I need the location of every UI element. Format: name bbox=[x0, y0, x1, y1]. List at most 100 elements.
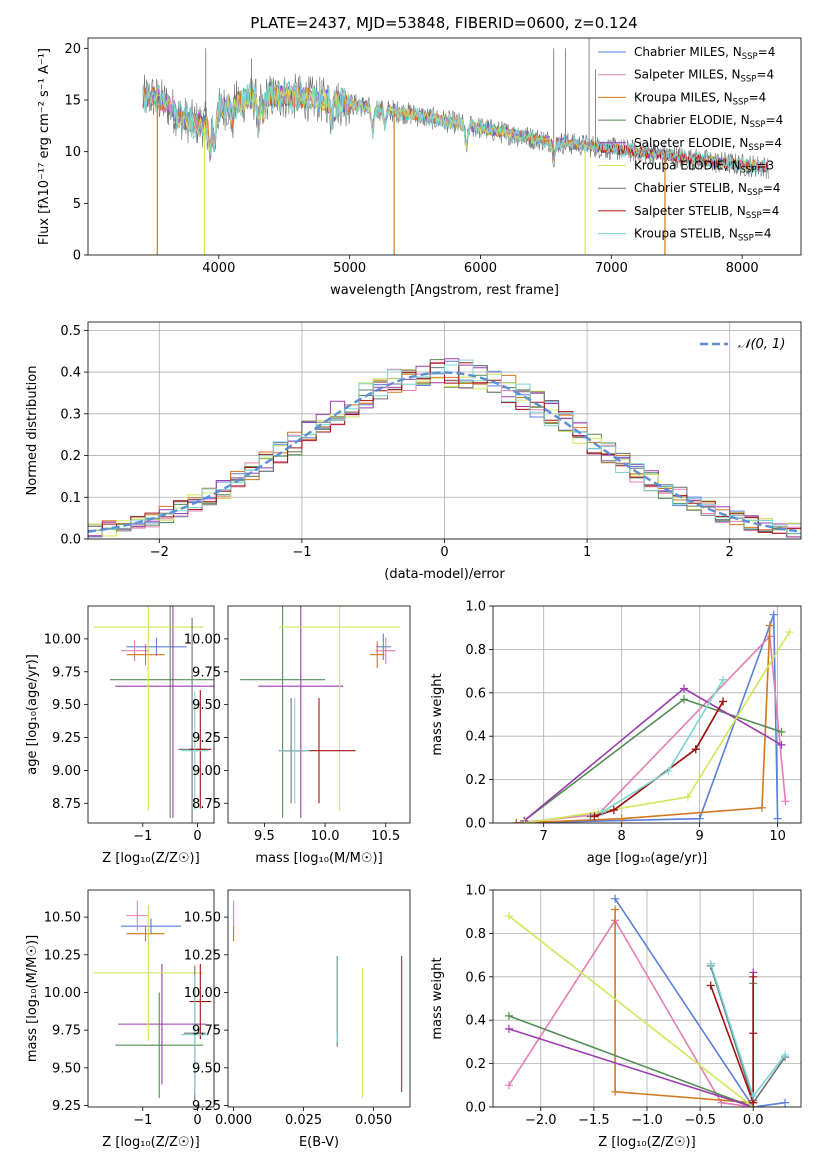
mass_vs_Z-ytick-label: 10.25 bbox=[44, 948, 81, 963]
legend-label-value: =4 bbox=[763, 181, 781, 195]
age_vs_mass-frame bbox=[227, 605, 411, 824]
residuals-xtick-label: 0 bbox=[440, 545, 448, 560]
weight_vs_Z-marker bbox=[611, 894, 620, 903]
weight_vs_age-frame bbox=[492, 605, 802, 824]
weight_vs_Z-ytick-label: 0.0 bbox=[465, 1101, 486, 1116]
mass_vs_ebv-axes: 0.000 0.025 0.050 9.25 9.50 9.75 10.00 10.25 10.… bbox=[184, 911, 392, 1150]
age_vs_mass-errorbar-chabrier-elodie bbox=[240, 606, 326, 818]
legend-label-value: =4 bbox=[764, 136, 782, 150]
mass_vs_ebv-ytick-label: 9.75 bbox=[192, 1024, 221, 1039]
weight_vs_age-series-kroupa-elodie bbox=[524, 631, 790, 823]
age_vs_Z-errorbar-salpeter-stelib bbox=[189, 690, 212, 809]
weight_vs_Z-xlabel: Z [log₁₀(Z/Z☉)] bbox=[598, 1135, 695, 1150]
age_vs_mass-ytick-label: 9.50 bbox=[192, 698, 221, 713]
legend-label: Salpeter ELODIE, NSSP=4 bbox=[634, 136, 782, 153]
weight_vs_age-marker bbox=[719, 675, 728, 684]
age_vs_mass-xtick-label: 10.5 bbox=[371, 829, 400, 844]
weight_vs_age-marker bbox=[691, 745, 700, 754]
legend-label-value: =4 bbox=[766, 113, 784, 127]
legend-label-subscript: SSP bbox=[742, 52, 758, 62]
residuals-xtick-label: −1 bbox=[292, 545, 311, 560]
weight_vs_Z-marker bbox=[504, 912, 513, 921]
age_vs_mass-xlabel: mass [log₁₀(M/M☉)] bbox=[255, 851, 382, 866]
legend-label-subscript: SSP bbox=[750, 120, 766, 130]
mass_vs_Z-axes: −1 0 9.25 9.50 9.75 10.00 10.25 10.50 Z [log₁₀(Z… bbox=[25, 911, 202, 1150]
weight_vs_age-marker bbox=[598, 808, 607, 817]
legend-label: 𝒩(0, 1) bbox=[738, 337, 785, 352]
legend-label-subscript: SSP bbox=[733, 97, 749, 107]
weight_vs_age-marker bbox=[680, 684, 689, 693]
spectrum-ytick-label: 20 bbox=[64, 42, 81, 57]
spectrum-xtick-label: 5000 bbox=[333, 261, 366, 276]
residuals-frame bbox=[87, 321, 802, 540]
legend-label-subscript: SSP bbox=[741, 75, 757, 85]
age_vs_mass-errorbar-salpeter-elodie bbox=[258, 606, 344, 818]
mass_vs_ebv-ytick-label: 10.25 bbox=[184, 948, 221, 963]
weight_vs_age-marker bbox=[695, 814, 704, 823]
age_vs_Z-ytick-label: 10.00 bbox=[44, 632, 81, 647]
residuals-ytick-label: 0.2 bbox=[60, 449, 81, 464]
age_vs_mass-xtick-label: 9.5 bbox=[254, 829, 275, 844]
mass_vs_ebv-xtick-label: 0.050 bbox=[355, 1113, 392, 1128]
legend-label-text: Salpeter ELODIE, N bbox=[634, 136, 748, 150]
weight_vs_age-ytick-label: 0.0 bbox=[465, 817, 486, 832]
residuals-ytick-label: 0.5 bbox=[60, 324, 81, 339]
legend-label: Chabrier MILES, NSSP=4 bbox=[634, 45, 775, 62]
weight_vs_Z-series-kroupa-elodie bbox=[508, 915, 754, 1107]
weight_vs_Z-marker bbox=[504, 1081, 513, 1090]
age_vs_Z-xtick-label: −1 bbox=[133, 829, 152, 844]
legend-label-text: Kroupa ELODIE, N bbox=[634, 159, 741, 173]
legend-label-value: =3 bbox=[756, 159, 774, 173]
weight_vs_age-marker bbox=[683, 792, 692, 801]
age_vs_Z-ytick-label: 9.75 bbox=[52, 665, 81, 680]
weight_vs_Z-plot-area bbox=[504, 894, 790, 1107]
age_vs_mass-axes: 9.5 10.0 10.5 8.75 9.00 9.25 9.50 9.75 10.00 mass… bbox=[184, 632, 400, 866]
age_vs_Z-errorbar-salpeter-miles bbox=[120, 640, 149, 662]
age_vs_mass-ytick-label: 9.25 bbox=[192, 731, 221, 746]
weight_vs_age-marker bbox=[609, 805, 618, 814]
weight_vs_Z-xtick-label: −1.0 bbox=[631, 1113, 663, 1128]
weight_vs_Z-ylabel: mass weight bbox=[430, 957, 445, 1039]
mass_vs_Z-errorbar-salpeter-stelib bbox=[189, 963, 212, 1040]
mass_vs_Z-ytick-label: 9.50 bbox=[52, 1061, 81, 1076]
weight_vs_age-marker bbox=[777, 740, 786, 749]
age_vs_Z-xlabel: Z [log₁₀(Z/Z☉)] bbox=[102, 851, 199, 866]
weight_vs_age-ytick-label: 0.8 bbox=[465, 643, 486, 658]
mass_vs_ebv-frame bbox=[227, 889, 411, 1108]
spectrum-ytick-label: 10 bbox=[64, 145, 81, 160]
normal-curve bbox=[88, 371, 801, 533]
weight_vs_age-xlabel: age [log₁₀(age/yr)] bbox=[587, 851, 708, 866]
residuals-ytick-label: 0.3 bbox=[60, 407, 81, 422]
age_vs_Z-errorbar-chabrier-elodie bbox=[109, 606, 214, 818]
mass_vs_Z-errorbar-chabrier-miles bbox=[120, 918, 182, 934]
age_vs_mass-ytick-label: 9.75 bbox=[192, 665, 221, 680]
weight_vs_age-marker bbox=[520, 819, 529, 823]
spectrum-xtick-label: 4000 bbox=[202, 261, 235, 276]
age_vs_Z-errorbar-salpeter-elodie bbox=[115, 606, 214, 818]
legend-label-text: Chabrier MILES, N bbox=[634, 45, 742, 59]
weight_vs_age-ytick-label: 0.4 bbox=[465, 730, 486, 745]
mass_vs_Z-ylabel: mass [log₁₀(M/M☉)] bbox=[25, 935, 40, 1062]
weight_vs_age-marker bbox=[664, 766, 673, 775]
age_vs_mass-plot-area bbox=[240, 606, 401, 818]
mass_vs_ebv-ytick-label: 9.50 bbox=[192, 1061, 221, 1076]
weight_vs_Z-ytick-label: 0.4 bbox=[465, 1014, 486, 1029]
weight_vs_age-marker bbox=[719, 697, 728, 706]
legend-label: Salpeter MILES, NSSP=4 bbox=[634, 68, 774, 85]
age_vs_Z-ytick-label: 9.50 bbox=[52, 698, 81, 713]
weight_vs_Z-ytick-label: 0.6 bbox=[465, 970, 486, 985]
weight_vs_age-marker bbox=[773, 814, 782, 823]
legend-label-value: =4 bbox=[758, 45, 776, 59]
age_vs_Z-ytick-label: 9.25 bbox=[52, 731, 81, 746]
weight_vs_age-marker bbox=[765, 621, 774, 630]
spectrum-xtick-label: 6000 bbox=[464, 261, 497, 276]
weight_vs_age-ytick-label: 1.0 bbox=[465, 600, 486, 615]
weight_vs_age-marker bbox=[785, 628, 794, 637]
weight_vs_Z-series-salpeter-miles bbox=[508, 918, 754, 1107]
residuals-ytick-label: 0.0 bbox=[60, 533, 81, 548]
mass_vs_Z-errorbar-kroupa-stelib bbox=[181, 974, 209, 1095]
figure-title: PLATE=2437, MJD=53848, FIBERID=0600, z=0… bbox=[250, 14, 637, 32]
weight_vs_age-series-chabrier-stelib bbox=[590, 701, 724, 818]
mass_vs_Z-errorbar-chabrier-elodie bbox=[115, 992, 204, 1098]
legend-label-value: =4 bbox=[754, 227, 772, 241]
